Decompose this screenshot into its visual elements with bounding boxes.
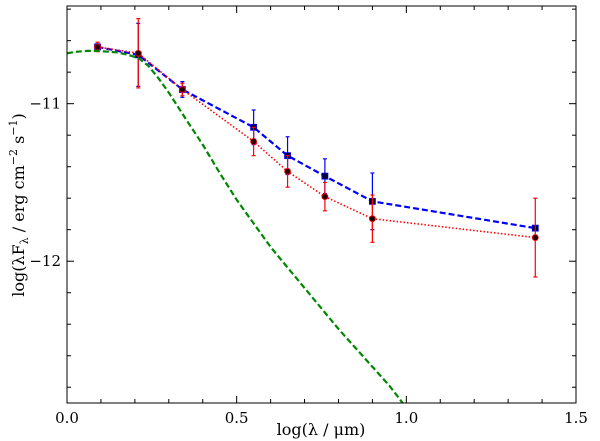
data-point <box>134 49 142 57</box>
x-tick-label: 1.5 <box>564 409 588 427</box>
data-point <box>250 138 258 145</box>
series-0 <box>94 22 539 232</box>
y-axis-label: log(λFλ / erg cm−2 s−1) <box>7 113 31 297</box>
data-point <box>321 193 329 201</box>
series-layer <box>67 18 539 403</box>
ticks-layer: 0.0 0.5 1.0 1.5 −11 −12 <box>29 6 588 427</box>
y-tick-label: −11 <box>29 95 61 113</box>
data-point <box>284 168 291 175</box>
series-2 <box>67 49 405 403</box>
data-point <box>178 86 186 93</box>
series-line <box>67 49 405 403</box>
x-tick-label: 0.5 <box>225 409 249 427</box>
data-point <box>94 43 101 51</box>
data-point <box>321 172 329 180</box>
x-axis-label: log(λ / μm) <box>277 420 366 439</box>
series-line <box>97 45 536 230</box>
data-point <box>531 234 539 241</box>
data-point <box>368 215 376 223</box>
plot-frame <box>66 5 577 404</box>
series-1 <box>94 18 539 278</box>
y-tick-label: −12 <box>29 252 61 270</box>
x-tick-label: 1.0 <box>394 409 418 427</box>
x-tick-label: 0.0 <box>55 409 79 427</box>
